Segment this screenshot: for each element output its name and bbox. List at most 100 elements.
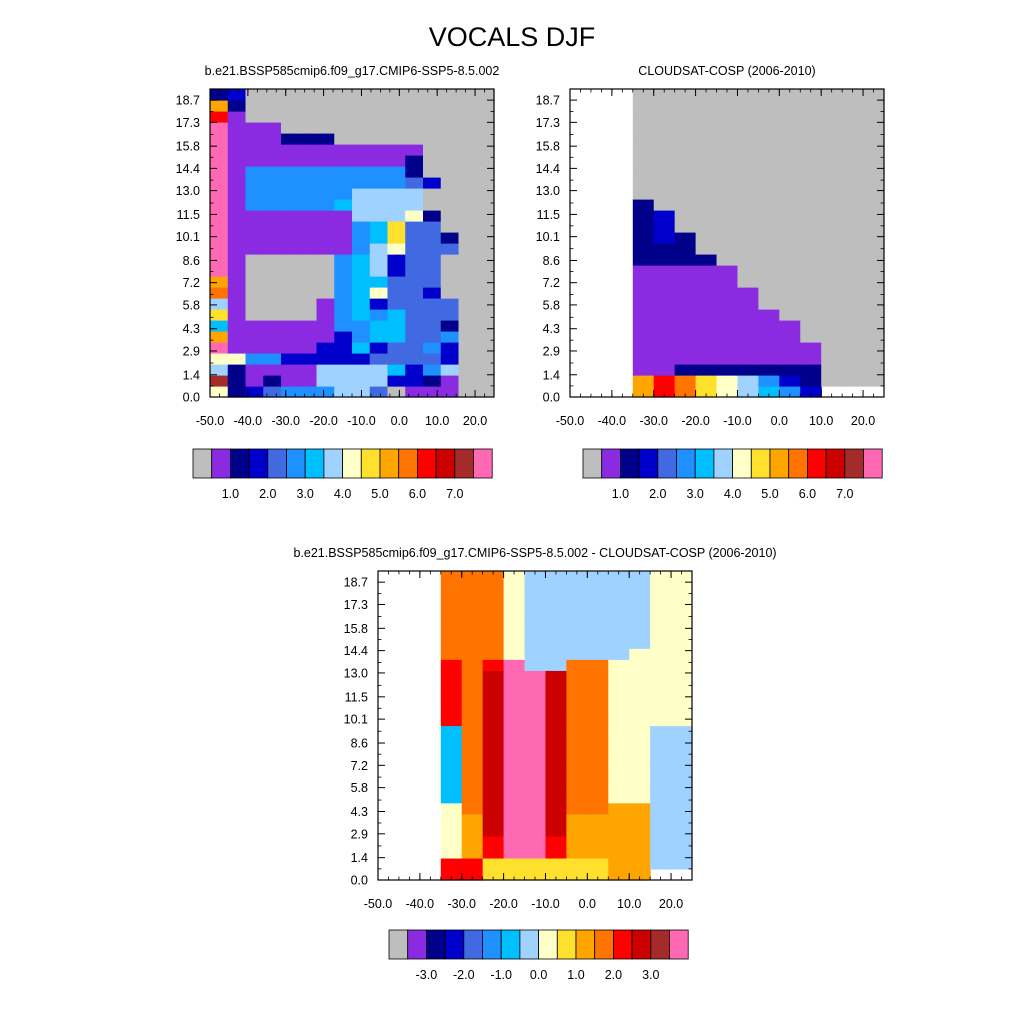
heatmap-cell xyxy=(423,364,442,376)
heatmap-cell xyxy=(671,571,693,583)
heatmap-cell xyxy=(587,846,609,859)
heatmap-cell xyxy=(842,364,864,376)
panel-title: CLOUDSAT-COSP (2006-2010) xyxy=(638,64,815,78)
heatmap-cell xyxy=(674,221,697,233)
y-tick-label: 0.0 xyxy=(351,874,368,888)
heatmap-cell xyxy=(458,133,477,145)
colorbar-box xyxy=(248,448,269,479)
heatmap-cell xyxy=(608,747,630,760)
heatmap-cell xyxy=(458,155,477,167)
heatmap-cell xyxy=(482,582,505,594)
heatmap-cell xyxy=(263,100,282,112)
heatmap-cell xyxy=(524,780,547,793)
heatmap-cell xyxy=(800,166,822,178)
heatmap-cell xyxy=(674,89,697,101)
heatmap-cell xyxy=(674,100,697,112)
heatmap-cell xyxy=(863,353,885,365)
heatmap-cell xyxy=(482,626,505,638)
heatmap-cell xyxy=(566,769,588,782)
heatmap-cell xyxy=(842,342,864,354)
heatmap-cell xyxy=(632,133,655,145)
heatmap-cell xyxy=(608,857,630,870)
heatmap-cell xyxy=(653,155,676,167)
heatmap-cell xyxy=(629,725,651,738)
heatmap-cell xyxy=(650,648,672,660)
heatmap-cell xyxy=(524,758,547,771)
y-tick-label: 10.1 xyxy=(536,230,560,244)
heatmap-cell xyxy=(387,243,406,255)
heatmap-cell xyxy=(716,221,739,233)
heatmap-cell xyxy=(503,769,526,782)
heatmap-cell xyxy=(650,593,672,605)
heatmap-cell xyxy=(440,122,460,134)
heatmap-cell xyxy=(387,232,406,244)
heatmap-cell xyxy=(210,89,229,101)
heatmap-cell xyxy=(653,133,676,145)
heatmap-cell xyxy=(716,199,739,211)
heatmap-cell xyxy=(632,144,655,156)
panel-title: b.e21.BSSP585cmip6.f09_g17.CMIP6-SSP5-8.… xyxy=(293,546,776,560)
y-tick-label: 10.1 xyxy=(344,713,368,727)
heatmap-cell xyxy=(210,243,229,255)
heatmap-cell xyxy=(524,824,547,837)
heatmap-cell xyxy=(405,342,424,354)
heatmap-cell xyxy=(440,758,463,771)
heatmap-cell xyxy=(281,155,300,167)
heatmap-cell xyxy=(650,681,672,693)
heatmap-cell xyxy=(369,232,389,244)
x-tick-label: -30.0 xyxy=(639,414,668,428)
heatmap-cell xyxy=(863,210,885,222)
heatmap-cell xyxy=(281,111,300,123)
heatmap-cell xyxy=(863,100,885,112)
heatmap-cell xyxy=(671,604,693,616)
heatmap-cell xyxy=(737,221,759,233)
heatmap-cell xyxy=(842,177,864,189)
heatmap-cell xyxy=(632,309,655,321)
heatmap-cell xyxy=(503,582,526,594)
heatmap-cell xyxy=(369,276,389,288)
heatmap-cell xyxy=(842,133,864,145)
heatmap-cell xyxy=(440,89,460,101)
heatmap-cell xyxy=(458,166,477,178)
heatmap-cell xyxy=(779,199,801,211)
heatmap-cell xyxy=(263,254,282,266)
heatmap-cell xyxy=(245,243,264,255)
heatmap-cell xyxy=(210,111,229,123)
colorbar-label: 7.0 xyxy=(446,487,463,501)
heatmap-cell xyxy=(716,265,739,277)
heatmap-cell xyxy=(298,155,318,167)
heatmap-cell xyxy=(440,166,460,178)
colorbar-label: 1.0 xyxy=(222,487,239,501)
heatmap-cell xyxy=(842,331,864,343)
heatmap-cell xyxy=(387,177,406,189)
heatmap-cell xyxy=(629,670,651,682)
heatmap-cell xyxy=(566,835,588,848)
heatmap-cell xyxy=(227,122,247,134)
heatmap-cell xyxy=(650,615,672,627)
heatmap-cell xyxy=(842,199,864,211)
heatmap-cell xyxy=(423,320,442,332)
heatmap-cell xyxy=(545,681,567,693)
heatmap-cell xyxy=(629,791,651,804)
heatmap-cell xyxy=(587,648,609,660)
heatmap-cell xyxy=(587,802,609,815)
heatmap-cell xyxy=(352,221,371,233)
x-tick-label: -30.0 xyxy=(271,414,300,428)
heatmap-cell xyxy=(503,703,526,716)
heatmap-cell xyxy=(758,232,780,244)
heatmap-cell xyxy=(316,375,335,387)
heatmap-cell xyxy=(629,703,651,716)
heatmap-cell xyxy=(566,736,588,749)
heatmap-cell xyxy=(440,670,463,682)
heatmap-cell xyxy=(352,276,371,288)
heatmap-cell xyxy=(227,210,247,222)
heatmap-cell xyxy=(387,320,406,332)
heatmap-cell xyxy=(653,243,676,255)
heatmap-cell xyxy=(779,331,801,343)
heatmap-cell xyxy=(387,221,406,233)
heatmap-cell xyxy=(476,111,495,123)
x-tick-label: -10.0 xyxy=(531,897,560,911)
heatmap-cell xyxy=(245,386,264,398)
heatmap-cell xyxy=(458,100,477,112)
colorbar-box xyxy=(582,448,603,479)
